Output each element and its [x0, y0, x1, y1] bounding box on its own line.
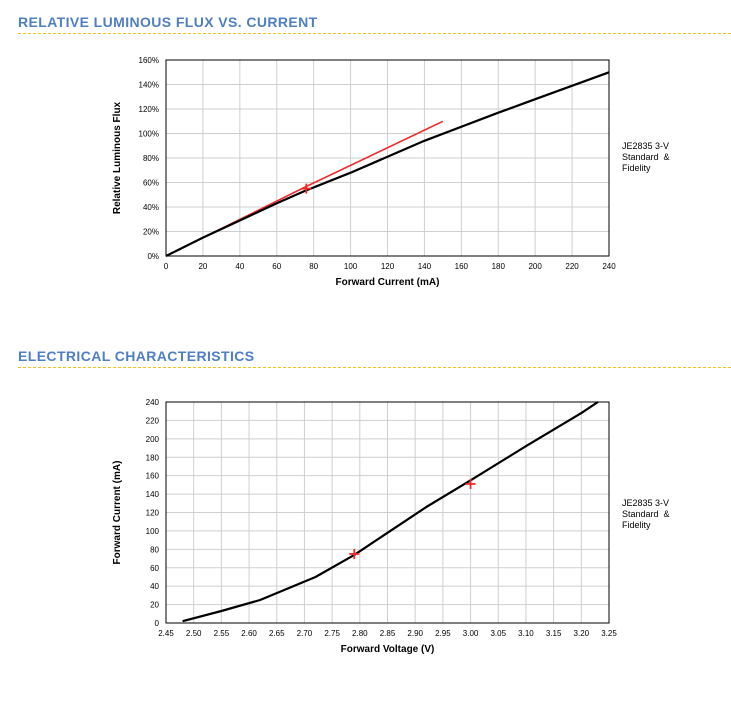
flux-x-tick-label: 200 [528, 262, 542, 271]
flux-y-axis-label: Relative Luminous Flux [112, 101, 123, 214]
electrical-x-tick-label: 3.20 [574, 629, 590, 638]
flux-section-title: RELATIVE LUMINOUS FLUX VS. CURRENT [18, 14, 318, 30]
flux-y-tick-label: 20% [143, 228, 159, 237]
electrical-y-tick-label: 20 [150, 601, 159, 610]
flux-y-tick-label: 60% [143, 179, 159, 188]
flux-series-line [165, 71, 610, 257]
electrical-x-tick-label: 3.25 [601, 629, 617, 638]
flux-x-tick-label: 20 [198, 262, 207, 271]
flux-x-tick-label: 40 [235, 262, 244, 271]
flux-x-tick-label: 0 [164, 262, 169, 271]
flux-plot-frame [165, 59, 610, 257]
electrical-y-tick-label: 0 [155, 619, 160, 628]
electrical-y-tick-label: 200 [146, 435, 160, 444]
flux-section-divider [18, 33, 731, 34]
electrical-y-tick-label: 40 [150, 582, 159, 591]
flux-y-tick-label: 140% [139, 81, 159, 90]
flux-y-tick-label: 80% [143, 154, 159, 163]
flux-y-tick-label: 0% [147, 252, 159, 261]
electrical-x-axis-label: Forward Voltage (V) [341, 644, 435, 655]
flux-legend: JE2835 3-V Standard & Fidelity [622, 141, 670, 173]
electrical-plot-frame [165, 401, 610, 624]
flux-x-tick-label: 100 [344, 262, 358, 271]
electrical-y-tick-label: 140 [146, 490, 160, 499]
electrical-x-tick-label: 2.50 [186, 629, 202, 638]
electrical-x-tick-label: 2.55 [214, 629, 230, 638]
electrical-y-tick-label: 240 [146, 398, 160, 407]
electrical-y-tick-label: 80 [150, 545, 159, 554]
flux-y-tick-label: 100% [139, 130, 159, 139]
electrical-y-axis-label: Forward Current (mA) [112, 461, 123, 565]
flux-x-tick-label: 140 [418, 262, 432, 271]
electrical-y-tick-label: 220 [146, 416, 160, 425]
electrical-x-tick-label: 2.80 [352, 629, 368, 638]
flux-x-tick-label: 220 [565, 262, 579, 271]
flux-x-tick-label: 240 [602, 262, 616, 271]
flux-y-tick-label: 120% [139, 105, 159, 114]
electrical-x-tick-label: 2.70 [297, 629, 313, 638]
electrical-x-tick-label: 3.15 [546, 629, 562, 638]
flux-y-tick-label: 40% [143, 203, 159, 212]
electrical-y-tick-label: 180 [146, 453, 160, 462]
flux-y-tick-label: 160% [139, 56, 159, 65]
electrical-series-line [182, 401, 599, 623]
electrical-x-tick-label: 2.85 [380, 629, 396, 638]
flux-x-tick-label: 120 [381, 262, 395, 271]
electrical-x-tick-label: 2.90 [407, 629, 423, 638]
electrical-section-divider [18, 367, 731, 368]
electrical-x-tick-label: 3.00 [463, 629, 479, 638]
flux-x-tick-label: 160 [455, 262, 469, 271]
flux-x-tick-label: 80 [309, 262, 318, 271]
electrical-y-tick-label: 160 [146, 472, 160, 481]
flux-x-tick-label: 60 [272, 262, 281, 271]
electrical-x-tick-label: 2.65 [269, 629, 285, 638]
electrical-legend: JE2835 3-V Standard & Fidelity [622, 498, 670, 530]
electrical-x-tick-label: 2.75 [324, 629, 340, 638]
electrical-x-tick-label: 3.05 [490, 629, 506, 638]
electrical-x-tick-label: 2.95 [435, 629, 451, 638]
electrical-y-tick-label: 120 [146, 509, 160, 518]
electrical-section-title: ELECTRICAL CHARACTERISTICS [18, 348, 255, 364]
electrical-y-tick-label: 100 [146, 527, 160, 536]
flux-x-axis-label: Forward Current (mA) [336, 277, 440, 288]
electrical-x-tick-label: 2.45 [158, 629, 174, 638]
electrical-x-tick-label: 2.60 [241, 629, 257, 638]
electrical-y-tick-label: 60 [150, 564, 159, 573]
electrical-x-tick-label: 3.10 [518, 629, 534, 638]
flux-x-tick-label: 180 [492, 262, 506, 271]
